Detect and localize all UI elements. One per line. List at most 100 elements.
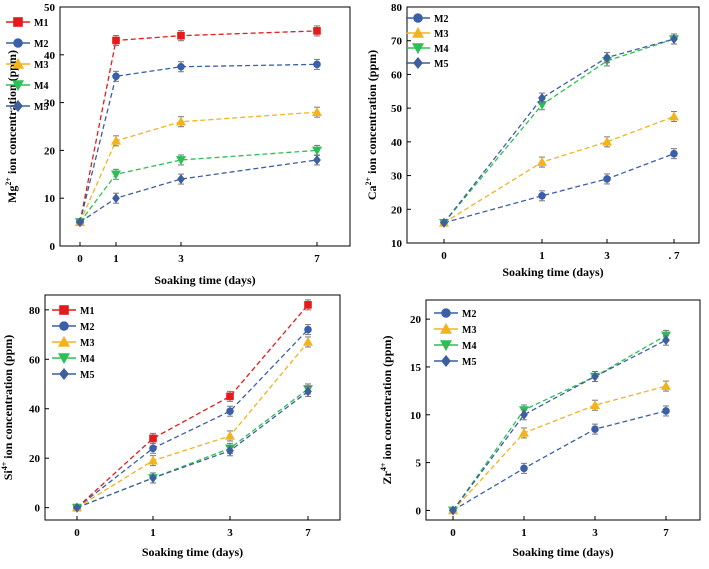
x-tick-label: 7 — [663, 527, 669, 539]
data-point — [110, 135, 122, 145]
data-point — [112, 36, 120, 45]
legend-marker — [441, 355, 451, 367]
chart-ca: 10 20 30 40 50 60 70 80 0 1 3 . 7 Soaking time (days… — [364, 2, 700, 279]
data-point — [538, 192, 546, 200]
legend-label: M5 — [34, 102, 48, 113]
x-tick-label: 3 — [178, 253, 184, 265]
data-point — [73, 502, 81, 513]
plot-frame — [425, 299, 701, 521]
legend-entry-M3: M3 — [434, 322, 476, 336]
y-tick-label: 60 — [391, 69, 403, 81]
y-tick-label: 10 — [391, 238, 403, 250]
data-point — [226, 407, 234, 416]
plot-frame — [44, 294, 341, 521]
y-tick-label: 20 — [410, 314, 422, 326]
series-line — [452, 385, 667, 511]
data-point — [112, 193, 120, 204]
data-point — [304, 386, 312, 397]
series-line — [76, 304, 309, 509]
legend-entry-M4: M4 — [406, 43, 448, 55]
legend-entry-M5: M5 — [434, 355, 476, 368]
legend-label: M1 — [34, 18, 48, 29]
data-point — [175, 116, 187, 126]
legend-entry-M4: M4 — [52, 353, 94, 365]
legend-entry-M5: M5 — [406, 57, 448, 70]
data-point — [670, 34, 678, 45]
data-point — [440, 217, 448, 228]
y-tick-label: 20 — [391, 204, 403, 216]
data-point — [302, 336, 314, 346]
y-tick-label: 70 — [391, 36, 403, 48]
data-point — [226, 392, 234, 401]
series-line — [76, 390, 309, 509]
chart-zr: 0 5 10 15 20 0 1 3 7 Soaking time (days) Zr4+ ion … — [379, 299, 701, 559]
legend-entry-M2: M2 — [434, 308, 476, 320]
series-line — [79, 63, 318, 223]
data-point — [536, 156, 548, 166]
data-point — [660, 380, 672, 390]
series-M3 — [74, 106, 323, 226]
series-line — [79, 30, 318, 223]
data-point — [449, 505, 457, 516]
y-tick-label: 30 — [391, 171, 403, 183]
legend-label: M3 — [462, 325, 476, 336]
chart-mg: 0 10 20 30 40 50 0 1 3 7 Soaking time (days) Mg2+ i… — [4, 2, 351, 287]
series-M4 — [438, 33, 680, 228]
data-point — [76, 217, 84, 228]
legend-label: M2 — [434, 14, 448, 25]
legend-entry-M2: M2 — [406, 13, 448, 25]
y-tick-label: 10 — [410, 410, 422, 422]
data-point — [589, 400, 601, 410]
y-tick-label: 30 — [44, 98, 56, 110]
series-line — [452, 334, 667, 511]
data-point — [603, 52, 611, 63]
y-tick-label: 40 — [44, 50, 56, 62]
legend-entry-M1: M1 — [6, 17, 48, 29]
legend-label: M4 — [434, 44, 448, 55]
legend-marker — [59, 368, 69, 380]
data-point — [311, 146, 323, 156]
legend-label: M4 — [34, 81, 48, 92]
legend-label: M3 — [80, 338, 94, 349]
data-point — [670, 149, 678, 158]
legend-label: M4 — [462, 341, 476, 352]
series-M4 — [74, 144, 323, 228]
data-point — [147, 455, 159, 465]
y-axis-label: Ca2+ ion concentration (ppm) — [364, 50, 379, 200]
data-point — [175, 156, 187, 166]
series-line — [452, 339, 667, 511]
x-tick-label: 7 — [314, 253, 320, 265]
data-point — [112, 72, 120, 81]
legend-marker — [13, 17, 23, 27]
y-tick-label: 20 — [29, 453, 41, 465]
legend-label: M2 — [34, 39, 48, 50]
legend-entry-M5: M5 — [6, 100, 48, 113]
series-M3 — [438, 111, 680, 227]
y-tick-label: 15 — [410, 362, 422, 374]
data-point — [313, 60, 321, 69]
legend-entry-M4: M4 — [6, 80, 48, 92]
legend-entry-M4: M4 — [434, 340, 476, 352]
legend-entry-M3: M3 — [406, 26, 448, 40]
series-M2 — [73, 324, 312, 512]
y-tick-label: 10 — [44, 193, 56, 205]
x-tick-label: 3 — [592, 527, 598, 539]
data-point — [591, 425, 599, 433]
x-tick-label: 7 — [305, 527, 311, 539]
series-line — [76, 341, 309, 509]
data-point — [177, 62, 185, 71]
x-tick-label: 3 — [604, 250, 610, 262]
y-tick-label: 80 — [391, 2, 403, 14]
y-axis-label: Si4+ ion concentration (ppm) — [0, 335, 15, 481]
data-point — [520, 409, 528, 420]
legend-label: M5 — [80, 370, 94, 381]
y-axis-label: Mg2+ ion concentration (ppm) — [4, 50, 19, 203]
legend-entry-M2: M2 — [6, 38, 48, 50]
data-point — [662, 335, 670, 346]
y-tick-label: 5 — [416, 458, 422, 470]
data-point — [110, 170, 122, 180]
legend-entry-M3: M3 — [6, 57, 48, 71]
series-line — [79, 159, 318, 223]
legend-label: M3 — [34, 60, 48, 71]
